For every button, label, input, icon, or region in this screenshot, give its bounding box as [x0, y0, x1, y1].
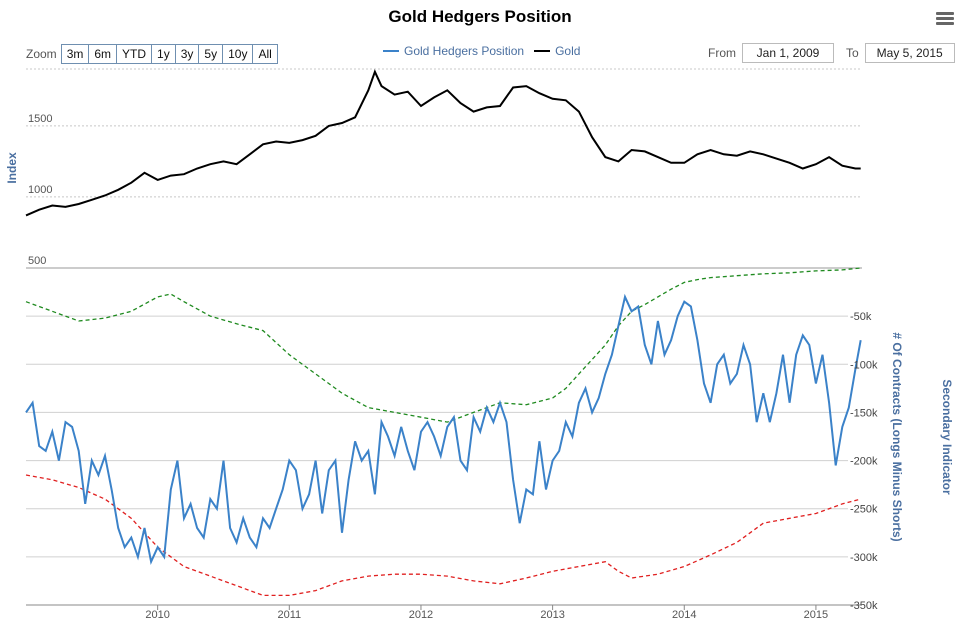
contracts-tick-label: -350k: [850, 600, 878, 612]
legend: Gold Hedgers Position Gold: [383, 44, 590, 58]
zoom-ytd-button[interactable]: YTD: [117, 45, 153, 63]
to-label: To: [846, 46, 859, 60]
zoom-1y-button[interactable]: 1y: [152, 45, 176, 63]
contracts-tick-label: -250k: [850, 504, 878, 516]
zoom-buttons: 3m 6m YTD 1y 3y 5y 10y All: [60, 44, 278, 64]
legend-item-gold[interactable]: Gold: [534, 44, 580, 58]
lower-band-line: [25, 474, 861, 597]
zoom-all-button[interactable]: All: [253, 45, 277, 63]
index-tick-label: 1500: [28, 113, 52, 125]
zoom-6m-button[interactable]: 6m: [89, 45, 118, 63]
zoom-5y-button[interactable]: 5y: [199, 45, 224, 63]
upper-grid: [26, 68, 862, 269]
legend-line-hedgers: [383, 50, 399, 52]
x-tick-label: 2011: [277, 609, 301, 621]
axis-layer: 500 1000 1500 -50k -100k -150k -200k -250k -300k…: [28, 113, 878, 621]
legend-item-hedgers[interactable]: Gold Hedgers Position: [383, 44, 524, 58]
to-date-input[interactable]: [864, 43, 955, 63]
legend-line-gold: [534, 50, 551, 52]
hamburger-menu-icon[interactable]: [936, 12, 954, 26]
legend-label-hedgers: Gold Hedgers Position: [404, 44, 525, 58]
zoom-label: Zoom: [26, 47, 57, 61]
upper-band-line: [25, 267, 861, 423]
zoom-10y-button[interactable]: 10y: [223, 45, 254, 63]
y-axis-label-index: Index: [5, 152, 19, 184]
hedgers-series-line: [25, 293, 862, 565]
x-tick-label: 2012: [409, 609, 433, 621]
legend-label-gold: Gold: [555, 44, 581, 58]
contracts-tick-label: -200k: [850, 456, 878, 468]
contracts-tick-label: -300k: [850, 552, 878, 564]
range-to: To: [846, 43, 955, 63]
from-date-input[interactable]: [742, 43, 834, 63]
contracts-tick-label: -150k: [850, 407, 878, 419]
zoom-selector: Zoom 3m 6m YTD 1y 3y 5y 10y All: [26, 44, 278, 64]
index-tick-label: 1000: [28, 184, 52, 196]
lower-grid: [26, 315, 862, 606]
contracts-tick-label: -100k: [850, 359, 878, 371]
y-axis-label-contracts: # Of Contracts (Longs Minus Shorts): [890, 332, 904, 541]
from-label: From: [708, 46, 736, 60]
contracts-tick-label: -50k: [850, 311, 872, 323]
x-tick-label: 2013: [540, 609, 564, 621]
index-tick-label: 500: [28, 255, 46, 267]
gold-series-line: [25, 69, 861, 217]
range-from: From: [708, 43, 834, 63]
x-tick-label: 2010: [145, 609, 169, 621]
x-tick-label: 2014: [672, 609, 696, 621]
zoom-3y-button[interactable]: 3y: [175, 45, 200, 63]
y-axis-label-secondary: Secondary Indicator: [940, 379, 954, 495]
chart-title: Gold Hedgers Position: [388, 7, 572, 26]
x-tick-label: 2015: [804, 609, 828, 621]
series-layer: [25, 69, 862, 597]
zoom-3m-button[interactable]: 3m: [61, 45, 90, 63]
